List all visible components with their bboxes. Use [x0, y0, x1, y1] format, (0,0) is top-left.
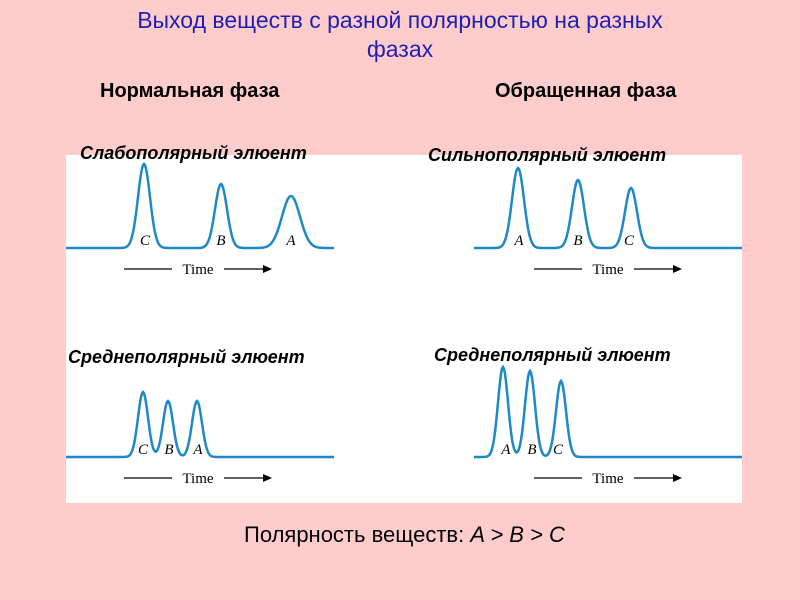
polarity-prefix: Полярность веществ:	[244, 522, 471, 547]
time-axis-label: Time	[592, 262, 623, 278]
chromatogram-curve	[66, 389, 334, 459]
normal-phase-heading: Нормальная фаза	[100, 80, 280, 102]
peak-label: A	[513, 233, 524, 249]
chromatogram-curve	[474, 166, 742, 250]
title-line-1: Выход веществ с разной полярностью на ра…	[137, 7, 663, 33]
time-arrow-head	[673, 265, 682, 273]
reversed-phase-heading: Обращенная фаза	[495, 80, 677, 102]
eluent-label-np-medium: Среднеполярный элюент	[68, 347, 305, 367]
chromatogram-np-medium: C B A Time	[66, 389, 334, 487]
chromatogram-np-weak: C B A Time	[66, 162, 334, 278]
slide-title: Выход веществ с разной полярностью на ра…	[40, 6, 760, 64]
eluent-label-rp-strong: Сильнополярный элюент	[428, 145, 667, 165]
eluent-label-rp-medium: Среднеполярный элюент	[434, 345, 671, 365]
title-line-2: фазах	[366, 36, 434, 62]
time-axis-label: Time	[182, 262, 213, 278]
peak-label: B	[216, 233, 225, 249]
time-arrow-head	[673, 474, 682, 482]
chromatogram-curve	[474, 364, 742, 459]
time-axis-label: Time	[182, 471, 213, 487]
time-arrow-head	[263, 265, 272, 273]
peak-label: C	[553, 442, 564, 458]
peak-label: B	[573, 233, 582, 249]
peak-label: A	[285, 233, 296, 249]
eluent-label-np-weak: Слабополярный элюент	[80, 143, 307, 163]
peak-label: C	[624, 233, 635, 249]
peak-label: C	[140, 233, 151, 249]
chromatogram-rp-medium: A B C Time	[474, 364, 742, 487]
time-arrow-head	[263, 474, 272, 482]
peak-label: B	[527, 442, 536, 458]
peak-label: A	[192, 442, 203, 458]
time-axis-label: Time	[592, 471, 623, 487]
peak-label: A	[500, 442, 511, 458]
chromatogram-curve	[66, 162, 334, 250]
chromatogram-panel	[66, 155, 742, 503]
polarity-statement: Полярность веществ: A > B > C	[244, 522, 565, 548]
peak-label: C	[138, 442, 149, 458]
peak-label: B	[164, 442, 173, 458]
polarity-formula: A > B > C	[470, 522, 565, 547]
